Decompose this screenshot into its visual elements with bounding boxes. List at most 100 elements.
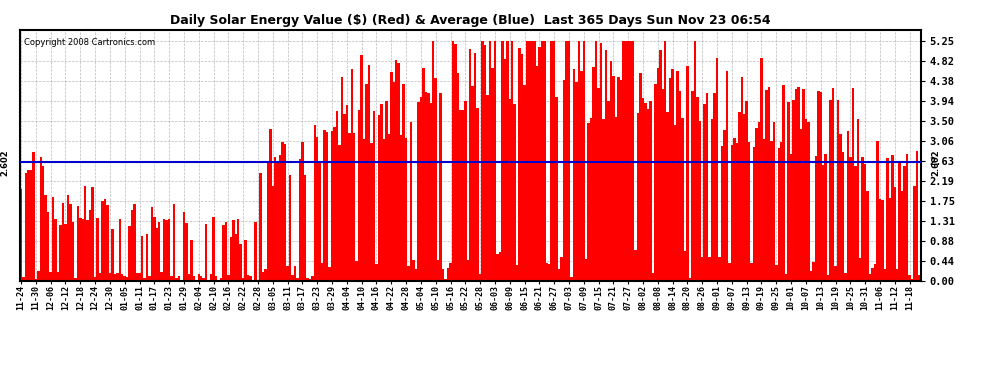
Bar [812,262,815,281]
Bar [59,225,61,281]
Bar [632,41,635,281]
Bar [417,102,420,281]
Bar [466,260,469,281]
Bar [499,252,501,281]
Bar [27,170,30,281]
Text: 2.602: 2.602 [932,149,940,176]
Bar [577,41,580,281]
Bar [185,223,188,281]
Bar [694,41,696,281]
Bar [691,91,694,281]
Bar [851,88,854,281]
Bar [215,276,217,281]
Bar [474,53,476,281]
Bar [378,116,380,281]
Bar [724,130,726,281]
Bar [585,259,587,281]
Bar [321,263,324,281]
Bar [901,190,904,281]
Bar [217,280,220,281]
Bar [353,134,355,281]
Bar [565,41,567,281]
Bar [558,268,560,281]
Bar [760,58,762,281]
Bar [570,277,572,281]
Bar [871,268,874,281]
Bar [459,110,461,281]
Bar [71,222,74,281]
Bar [739,112,741,281]
Bar [630,41,632,281]
Bar [881,200,884,281]
Bar [597,88,600,281]
Bar [612,75,615,281]
Bar [501,41,504,281]
Bar [363,139,365,281]
Bar [56,272,59,281]
Bar [319,163,321,281]
Bar [904,166,906,281]
Bar [914,186,916,281]
Bar [666,112,669,281]
Bar [906,154,909,281]
Bar [373,111,375,281]
Bar [355,261,358,281]
Bar [348,134,350,281]
Bar [572,69,575,281]
Bar [684,251,686,281]
Bar [649,101,651,281]
Bar [134,204,136,281]
Bar [397,63,400,281]
Bar [89,210,91,281]
Bar [129,226,131,281]
Bar [66,195,69,281]
Bar [291,275,294,281]
Bar [180,280,183,281]
Bar [752,147,755,281]
Bar [772,122,775,281]
Bar [311,276,314,281]
Bar [20,189,22,281]
Bar [827,275,830,281]
Bar [600,43,602,281]
Bar [916,152,919,281]
Bar [106,205,109,281]
Bar [469,49,471,281]
Bar [582,41,585,281]
Bar [676,71,679,281]
Bar [284,144,286,281]
Bar [410,122,412,281]
Bar [736,143,739,281]
Bar [494,41,496,281]
Bar [491,68,494,281]
Bar [227,275,230,281]
Bar [30,170,32,281]
Bar [207,280,210,281]
Bar [805,119,807,281]
Bar [587,123,590,281]
Bar [807,122,810,281]
Bar [139,273,141,281]
Bar [567,41,570,281]
Bar [461,110,464,281]
Bar [200,276,202,281]
Bar [32,152,35,281]
Bar [37,270,40,281]
Bar [659,50,661,281]
Bar [279,155,281,281]
Bar [879,199,881,281]
Bar [642,98,644,281]
Bar [76,206,79,281]
Bar [64,224,66,281]
Bar [524,85,526,281]
Bar [54,219,56,281]
Bar [822,165,825,281]
Bar [835,266,837,281]
Bar [299,159,301,281]
Bar [232,220,235,281]
Bar [269,129,271,281]
Bar [896,269,899,281]
Bar [555,98,558,281]
Bar [150,207,153,281]
Bar [560,257,562,281]
